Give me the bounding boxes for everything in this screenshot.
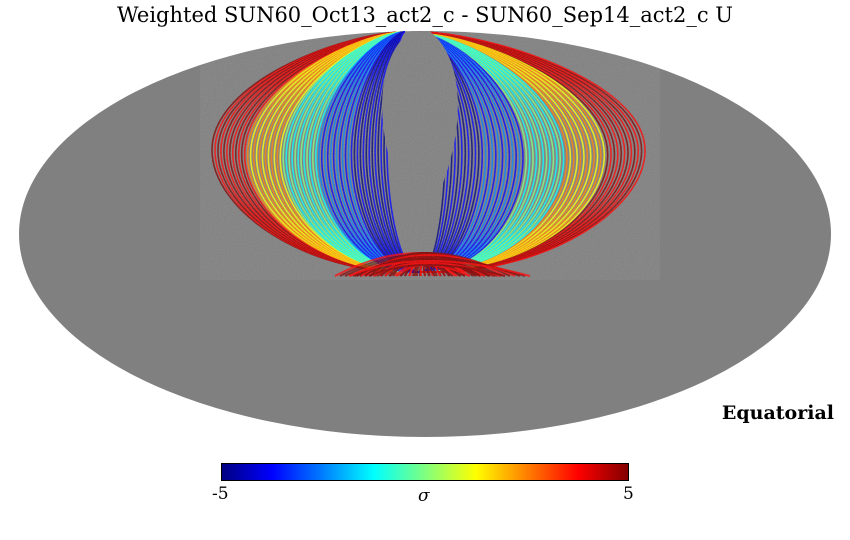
pixel-noise <box>200 31 660 280</box>
colorbar-max-label: 5 <box>623 484 634 504</box>
colorbar-gradient <box>221 463 629 481</box>
colorbar-min-label: -5 <box>212 484 229 504</box>
map-title: Weighted SUN60_Oct13_act2_c - SUN60_Sep1… <box>117 3 733 27</box>
colorbar-unit-label: σ <box>418 486 430 506</box>
colorbar-frame <box>221 463 629 481</box>
coordinate-system-label: Equatorial <box>721 402 834 424</box>
